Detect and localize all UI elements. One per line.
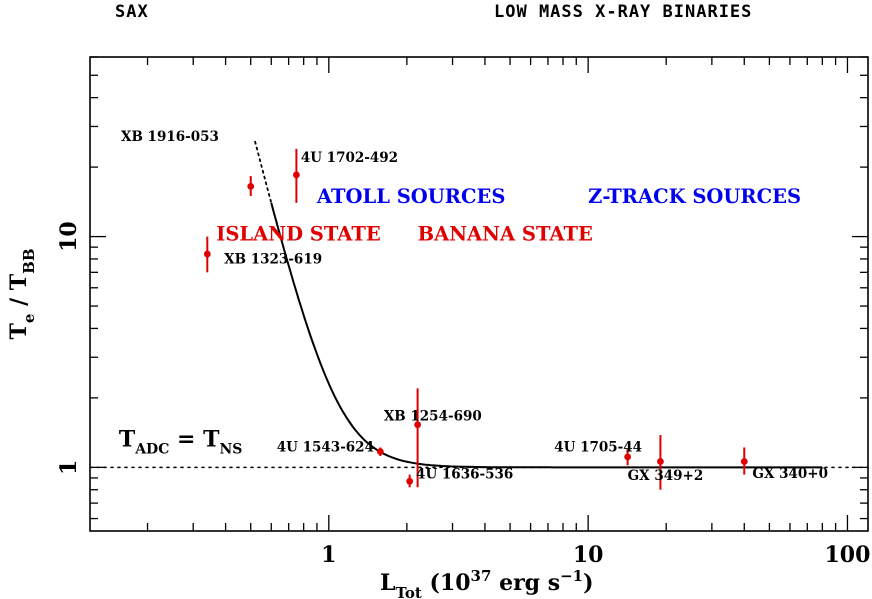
data-point	[376, 448, 384, 456]
x-tick-label: 100	[824, 542, 870, 568]
reference-line-label: TADC = TNS	[119, 427, 243, 458]
data-point	[624, 453, 632, 461]
point-label: GX 349+2	[628, 468, 704, 484]
region-label: ATOLL SOURCES	[316, 185, 506, 208]
data-point	[657, 458, 664, 465]
data-point	[740, 458, 748, 465]
model-curve-extrapolated	[254, 140, 273, 204]
point-label: 4U 1705-44	[554, 440, 642, 456]
point-label: 4U 1636-536	[416, 466, 513, 482]
region-label: Z-TRACK SOURCES	[588, 185, 801, 208]
point-label: XB 1254-690	[384, 408, 482, 424]
x-axis-label: LTot (1037 erg s−1)	[380, 567, 594, 599]
data-point	[292, 171, 300, 179]
data-point	[406, 477, 414, 485]
data-point	[414, 421, 422, 429]
y-tick-label: 1	[56, 460, 82, 475]
point-label: GX 340+0	[752, 466, 828, 482]
model-curve	[270, 202, 823, 469]
point-label: XB 1916-053	[121, 129, 219, 145]
point-label: 4U 1543-624	[277, 440, 374, 456]
x-tick-label: 1	[321, 542, 336, 568]
y-tick-label: 10	[56, 221, 82, 252]
data-point	[247, 182, 255, 190]
region-label: ISLAND STATE	[216, 223, 381, 246]
y-axis-label: Te / TBB	[6, 248, 38, 339]
point-label: 4U 1702-492	[301, 150, 398, 166]
plot-frame	[89, 56, 869, 532]
x-tick-label: 10	[573, 542, 604, 568]
header-right: LOW MASS X-RAY BINARIES	[494, 2, 753, 22]
point-label: XB 1323-619	[224, 251, 322, 267]
data-point	[203, 250, 211, 258]
region-label: BANANA STATE	[418, 223, 593, 246]
header-left: SAX	[115, 2, 149, 22]
